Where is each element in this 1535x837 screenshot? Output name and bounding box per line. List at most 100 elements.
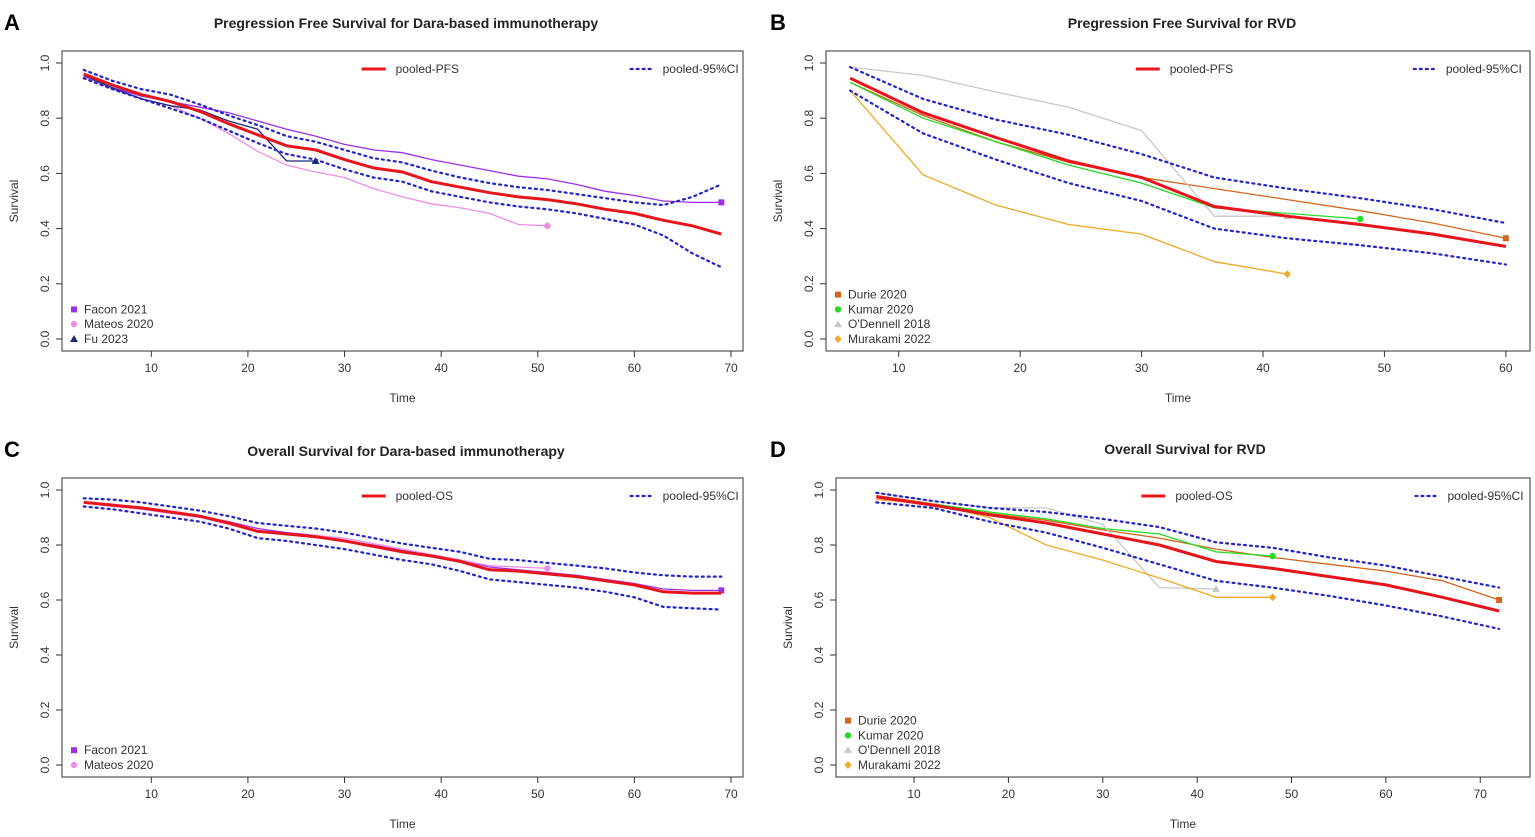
ci-upper-line [875,491,1501,589]
series-end-marker [1269,552,1276,560]
y-tick-label: 0.0 [38,756,52,773]
series-end-marker [1356,215,1364,223]
legend-ci-label: pooled-95%CI [663,489,739,503]
legend-series-label: O'Dennell 2018 [848,317,931,331]
x-tick-label: 10 [145,361,159,375]
legend-ci-label: pooled-95%CI [1446,62,1522,76]
legend-series-marker [834,320,842,328]
legend-series-marker [844,732,852,739]
ci-upper-line [82,68,723,207]
series-end-marker [1502,235,1509,242]
chart-title: Overall Survival for Dara-based immunoth… [247,443,565,459]
x-tick-label: 40 [434,787,448,801]
series-end-marker [544,222,551,230]
legend-series-label: Facon 2021 [84,302,148,316]
y-tick-label: 1.0 [38,481,52,498]
panel-a: A Pregression Free Survival for Dara-base… [4,10,744,405]
series-end-marker [718,199,725,206]
ci-lower-line [82,505,723,611]
chart-title: Pregression Free Survival for RVD [1068,15,1297,31]
x-tick-label: 60 [1379,787,1393,801]
legend-pooled-label: pooled-OS [1175,489,1232,503]
ci-lower-line [848,89,1508,266]
series-line-facon-2021 [83,76,722,204]
y-tick-label: 0.4 [812,646,826,663]
pooled-line [83,72,722,236]
pooled-line [876,495,1500,613]
panel-letter: D [770,437,786,462]
x-tick-label: 70 [724,787,738,801]
legend-series-marker [71,747,77,754]
series-end-marker [718,587,725,594]
panel-letter: A [4,10,20,35]
x-tick-label: 50 [1285,787,1299,801]
legend-series-marker [845,717,851,724]
legend-series-label: Murakami 2022 [848,332,931,346]
x-tick-label: 60 [628,787,642,801]
panel-letter: C [4,437,20,462]
x-tick-label: 30 [1096,787,1110,801]
legend-series-marker [70,335,78,342]
y-tick-label: 0.2 [802,275,816,292]
y-tick-label: 0.6 [38,165,52,182]
x-tick-label: 50 [1378,361,1392,375]
x-tick-label: 60 [1499,361,1513,375]
y-tick-label: 1.0 [802,54,816,71]
panel-d: D Overall Survival for RVD 0.0 0.2 0.4 0.6 0.8… [770,437,1531,831]
x-tick-label: 40 [1256,361,1270,375]
y-axis-label: Survival [781,606,795,649]
series-end-marker [1283,270,1291,279]
plot-frame [61,50,744,352]
y-axis-label: Survival [7,606,21,649]
x-tick-label: 60 [628,361,642,375]
x-tick-label: 30 [338,361,352,375]
legend-series-label: Mateos 2020 [84,317,154,331]
y-tick-label: 0.8 [802,110,816,127]
y-tick-label: 0.8 [38,536,52,553]
legend-series-marker [70,321,78,328]
panel-c: C Overall Survival for Dara-based immunot… [4,437,744,831]
x-tick-label: 20 [241,361,255,375]
series-line-facon-2021 [83,501,722,592]
legend-ci-label: pooled-95%CI [1447,489,1523,503]
legend-series-label: Fu 2023 [84,332,128,346]
x-tick-label: 50 [531,787,545,801]
y-tick-label: 0.2 [812,701,826,718]
legend-series-label: Kumar 2020 [858,728,924,742]
x-tick-label: 50 [531,361,545,375]
panel-letter: B [770,10,786,35]
legend-series-marker [834,306,842,313]
x-tick-label: 70 [724,361,738,375]
x-tick-label: 20 [241,787,255,801]
legend-series-label: Kumar 2020 [848,302,914,316]
chart-title: Pregression Free Survival for Dara-based… [214,15,599,31]
series-end-marker [544,565,551,572]
y-tick-label: 0.0 [812,756,826,773]
y-tick-label: 0.0 [802,330,816,347]
panel-b: B Pregression Free Survival for RVD 0.0 0.2… [770,10,1531,405]
y-axis-label: Survival [771,180,785,223]
x-axis-label: Time [1165,391,1192,405]
legend-pooled-label: pooled-PFS [396,62,459,76]
pooled-line [849,76,1507,248]
y-tick-label: 1.0 [812,481,826,498]
legend-series-label: O'Dennell 2018 [858,743,941,757]
legend-ci-label: pooled-95%CI [663,62,739,76]
ci-lower-line [875,501,1501,631]
legend-series-label: Murakami 2022 [858,758,941,772]
legend-series-label: Durie 2020 [848,288,907,302]
x-tick-label: 10 [145,787,159,801]
legend-series-marker [71,306,77,313]
ci-upper-line [848,65,1508,225]
series-line-kumar-2020 [876,496,1273,557]
legend-pooled-label: pooled-PFS [1170,62,1233,76]
series-line-o-dennell-2018 [850,66,1288,217]
y-tick-label: 0.6 [802,165,816,182]
plot-frame [61,477,744,778]
y-axis-label: Survival [7,180,21,223]
x-tick-label: 20 [1002,787,1016,801]
series-end-marker [1496,597,1503,603]
legend-series-label: Durie 2020 [858,714,917,728]
legend-series-marker [835,291,841,298]
